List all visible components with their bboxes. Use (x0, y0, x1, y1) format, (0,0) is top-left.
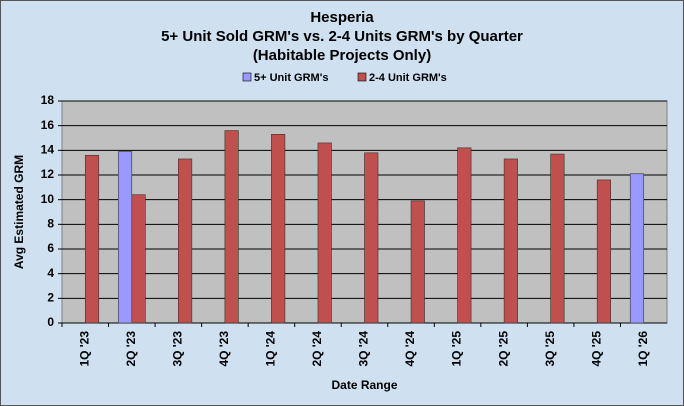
y-axis-label: Avg Estimated GRM (12, 155, 26, 269)
bar (550, 153, 565, 324)
x-tick-label: 2Q '24 (310, 331, 324, 367)
bar (271, 134, 286, 324)
x-tick-label: 2Q '25 (496, 331, 510, 367)
y-tick-label: 8 (47, 217, 54, 231)
legend-swatch (357, 72, 367, 82)
bar (364, 152, 379, 324)
bar (596, 179, 611, 324)
legend-label: 2-4 Unit GRM's (369, 72, 447, 84)
x-tick-label: 4Q '24 (403, 331, 417, 367)
bar (224, 130, 239, 324)
x-tick-label: 1Q '23 (77, 331, 91, 367)
x-axis-label: Date Range (331, 378, 397, 392)
chart-title: Hesperia (310, 9, 374, 26)
y-tick-label: 18 (41, 93, 55, 107)
bar (410, 200, 425, 324)
x-tick-label: 3Q '24 (357, 331, 371, 367)
y-tick-label: 16 (41, 118, 55, 132)
y-tick-label: 2 (47, 291, 54, 305)
x-tick-label: 1Q '25 (450, 331, 464, 367)
legend-label: 5+ Unit GRM's (254, 72, 328, 84)
y-tick-label: 4 (47, 266, 54, 280)
bar (503, 158, 518, 324)
chart-title: (Habitable Projects Only) (253, 47, 431, 64)
bar (178, 158, 193, 324)
x-tick-label: 1Q '24 (264, 331, 278, 367)
bar (457, 147, 472, 324)
legend-swatch (242, 72, 252, 82)
x-tick-label: 1Q '26 (636, 331, 650, 367)
bar (629, 173, 645, 324)
x-tick-label: 3Q '25 (543, 331, 557, 367)
chart-title: 5+ Unit Sold GRM's vs. 2-4 Units GRM's b… (161, 28, 523, 45)
y-tick-label: 14 (41, 143, 55, 157)
x-tick-label: 2Q '23 (124, 331, 138, 367)
bar (317, 142, 332, 324)
y-tick-label: 10 (41, 192, 55, 206)
x-tick-label: 4Q '25 (589, 331, 603, 367)
bar (118, 151, 133, 324)
bar (84, 154, 100, 324)
y-tick-label: 12 (41, 167, 55, 181)
x-tick-label: 3Q '23 (171, 331, 185, 367)
bar (131, 194, 146, 324)
x-tick-label: 4Q '23 (217, 331, 231, 367)
y-tick-label: 0 (47, 315, 54, 329)
y-tick-label: 6 (47, 241, 54, 255)
